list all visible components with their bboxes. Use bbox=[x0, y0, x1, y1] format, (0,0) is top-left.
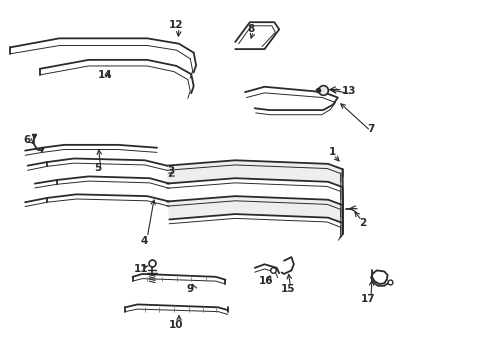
Text: 12: 12 bbox=[169, 20, 183, 30]
Text: 15: 15 bbox=[281, 284, 295, 294]
Text: 10: 10 bbox=[169, 320, 183, 329]
Text: 13: 13 bbox=[342, 86, 356, 96]
Text: 14: 14 bbox=[98, 70, 112, 80]
Text: 8: 8 bbox=[248, 24, 255, 34]
Polygon shape bbox=[167, 160, 343, 187]
Text: 9: 9 bbox=[187, 284, 194, 294]
Polygon shape bbox=[167, 196, 343, 223]
Text: 1: 1 bbox=[328, 147, 336, 157]
Text: 17: 17 bbox=[361, 294, 376, 305]
Text: 6: 6 bbox=[23, 135, 30, 145]
Text: 3: 3 bbox=[167, 166, 174, 176]
Text: 2: 2 bbox=[359, 218, 366, 228]
Text: 5: 5 bbox=[94, 163, 101, 173]
Text: 11: 11 bbox=[134, 264, 148, 274]
Text: 4: 4 bbox=[140, 236, 147, 246]
Text: 7: 7 bbox=[368, 124, 375, 134]
Text: 16: 16 bbox=[259, 276, 273, 286]
